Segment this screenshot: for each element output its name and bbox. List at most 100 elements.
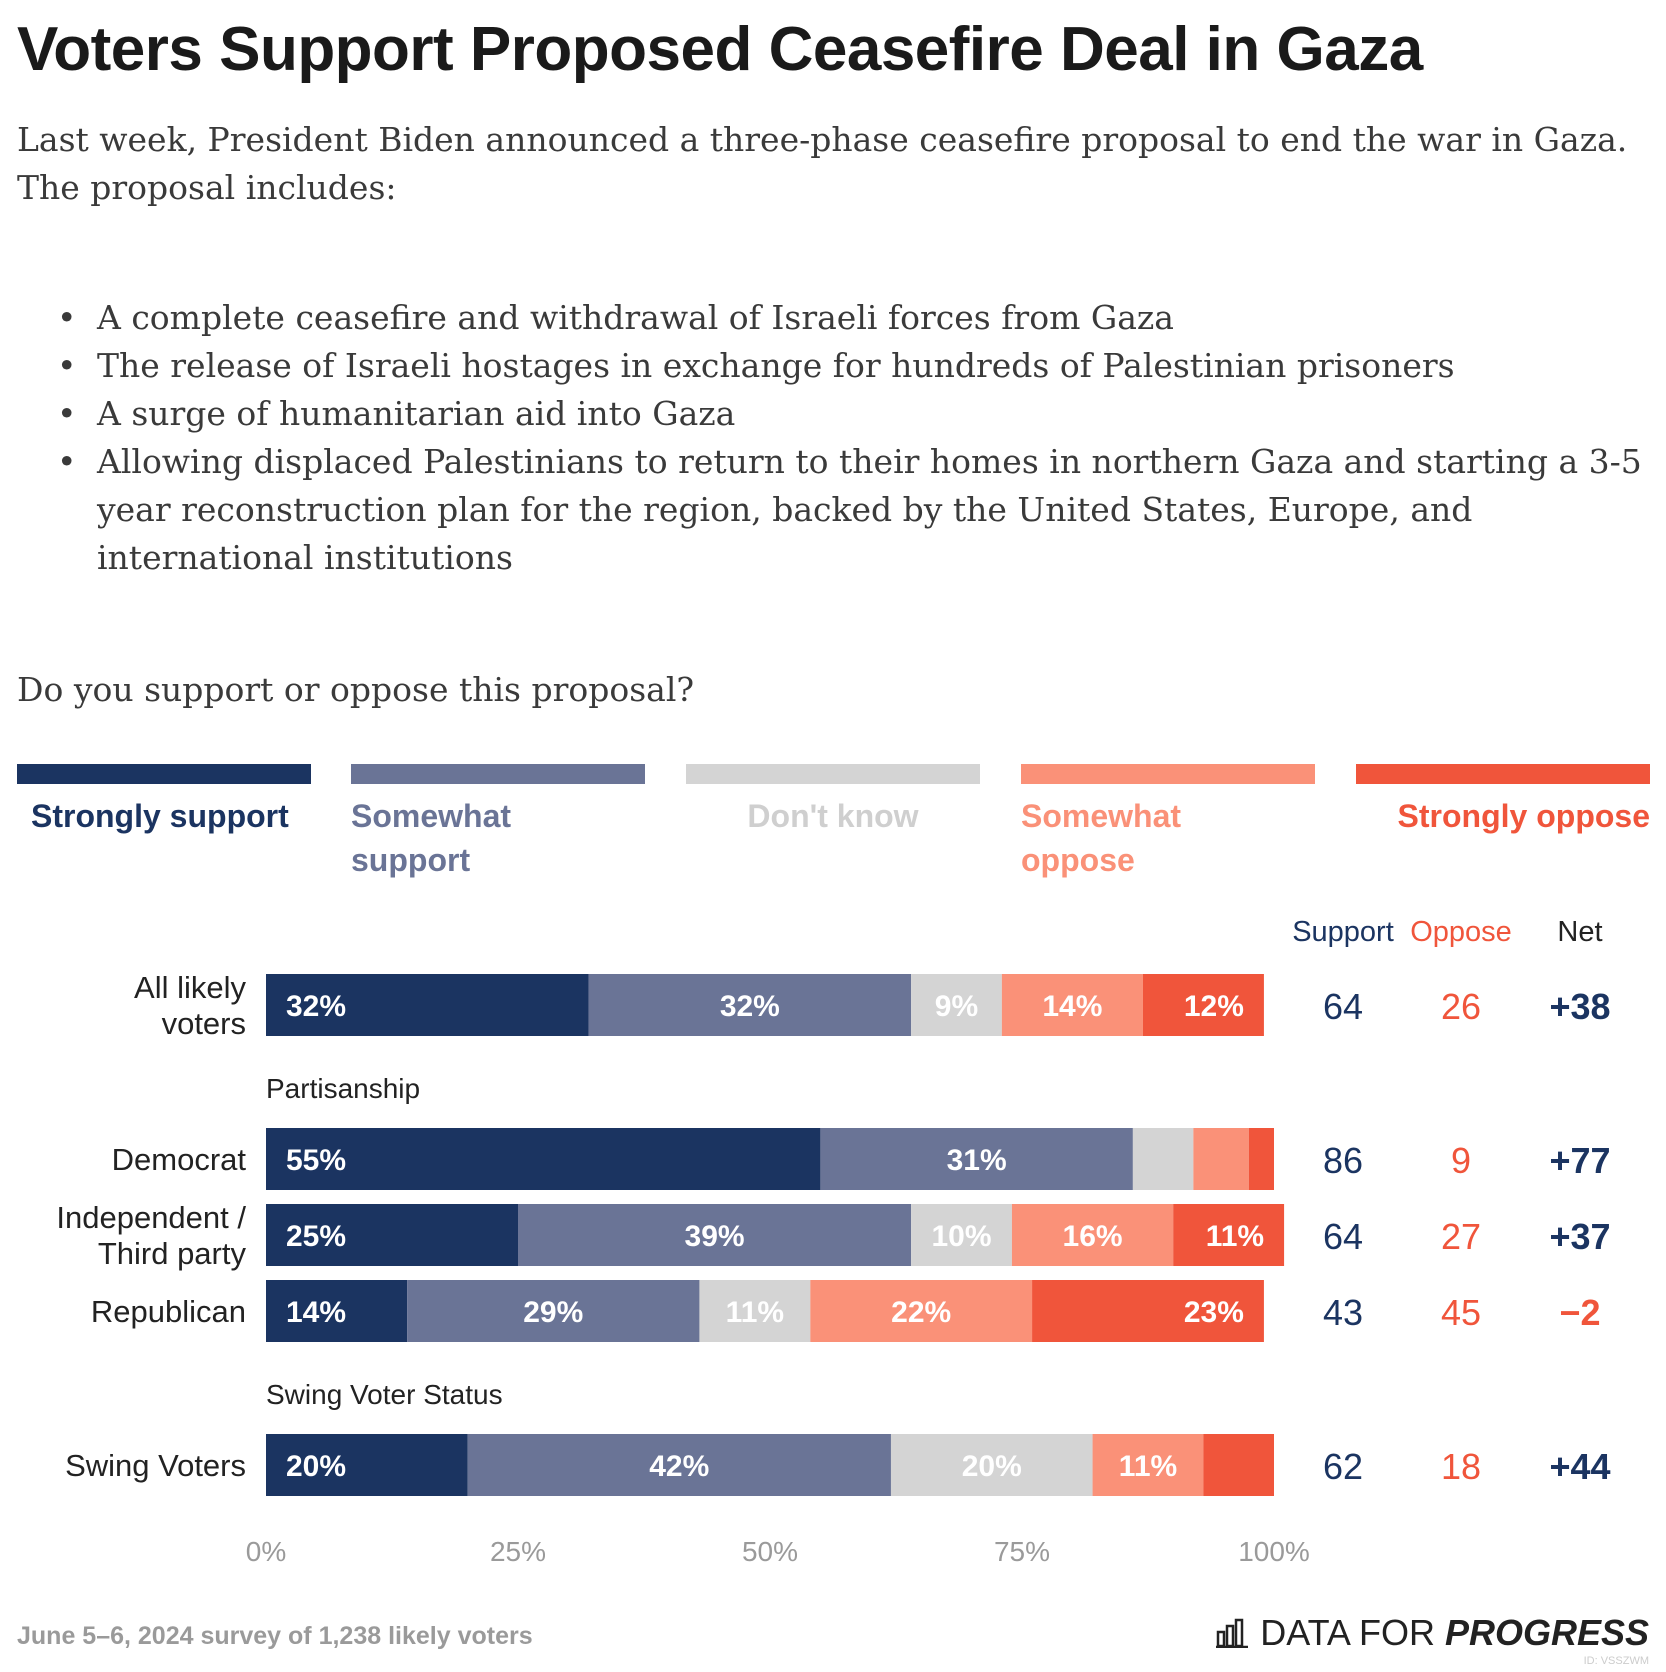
data-label: 20% — [962, 1450, 1022, 1483]
data-label: 11% — [1206, 1220, 1264, 1253]
bullet-icon: • — [57, 298, 77, 337]
bar-segment — [810, 1280, 1033, 1342]
oppose-value: 9 — [1451, 1140, 1471, 1181]
legend-item-strongly-oppose: Strongly oppose — [1356, 764, 1650, 838]
bar-segment — [1132, 1128, 1194, 1190]
row-label: All likely — [134, 970, 246, 1005]
bar-segment — [1248, 1128, 1274, 1190]
net-column-header: Net — [1557, 916, 1602, 948]
chart-title: Voters Support Proposed Ceasefire Deal i… — [17, 15, 1423, 84]
bar-segment — [1203, 1434, 1274, 1496]
chart-id: ID: VSSZWM — [1583, 1655, 1649, 1667]
legend-item-somewhat-support: Somewhat support — [351, 764, 645, 882]
row-label: Independent / — [56, 1200, 246, 1235]
proposal-item: • Allowing displaced Palestinians to retu… — [17, 438, 1657, 582]
net-value: +77 — [1549, 1140, 1610, 1181]
data-label: 55% — [286, 1144, 346, 1177]
legend-swatch — [1021, 764, 1315, 784]
support-value: 43 — [1323, 1292, 1363, 1333]
x-tick-label: 0% — [246, 1536, 286, 1567]
data-label: 31% — [947, 1144, 1007, 1177]
proposal-item: • A surge of humanitarian aid into Gaza — [17, 390, 1657, 438]
data-label: 20% — [286, 1450, 346, 1483]
data-label: 25% — [286, 1220, 346, 1253]
group-label: Swing Voter Status — [266, 1379, 503, 1410]
legend-label: Somewhat oppose — [1021, 798, 1182, 878]
support-value: 62 — [1323, 1446, 1363, 1487]
row-label: Swing Voters — [65, 1448, 246, 1483]
legend-item-dont-know: Don't know — [686, 764, 980, 838]
net-value: +37 — [1549, 1216, 1610, 1257]
bar-segment — [266, 1434, 468, 1496]
x-tick-label: 25% — [490, 1536, 546, 1567]
oppose-value: 45 — [1441, 1292, 1481, 1333]
data-label: 32% — [286, 990, 346, 1023]
support-value: 86 — [1323, 1140, 1363, 1181]
intro-text: Last week, President Biden announced a t… — [17, 120, 1628, 207]
row-label: voters — [162, 1006, 246, 1041]
data-label: 42% — [649, 1450, 709, 1483]
row-label: Third party — [98, 1236, 247, 1271]
brand-logo: DATA FOR PROGRESS — [1216, 1612, 1649, 1654]
bullet-icon: • — [57, 346, 77, 385]
support-value: 64 — [1323, 986, 1363, 1027]
oppose-value: 27 — [1441, 1216, 1481, 1257]
bar-segment — [820, 1128, 1133, 1190]
row-label: Republican — [91, 1294, 246, 1329]
brand-bold: PROGRESS — [1444, 1612, 1649, 1653]
bar-segment — [1092, 1434, 1204, 1496]
bar-segment — [266, 974, 589, 1036]
bar-segment — [518, 1204, 912, 1266]
net-value: −2 — [1559, 1292, 1600, 1333]
legend-swatch — [351, 764, 645, 784]
bar-segment — [1001, 974, 1143, 1036]
support-value: 64 — [1323, 1216, 1363, 1257]
x-tick-label: 100% — [1238, 1536, 1310, 1567]
data-label: 10% — [931, 1220, 991, 1253]
bar-segment — [266, 1128, 821, 1190]
legend-label: Strongly oppose — [1397, 798, 1650, 834]
legend-swatch — [17, 764, 311, 784]
data-label: 23% — [1184, 1296, 1244, 1329]
legend-swatch — [686, 764, 980, 784]
oppose-value: 18 — [1441, 1446, 1481, 1487]
bar-segment — [911, 1204, 1012, 1266]
oppose-column-header: Oppose — [1410, 916, 1512, 948]
brand-prefix: DATA FOR — [1260, 1612, 1445, 1653]
data-label: 39% — [685, 1220, 745, 1253]
proposal-item-text: A complete ceasefire and withdrawal of I… — [97, 298, 1174, 337]
proposal-list: • A complete ceasefire and withdrawal of … — [17, 294, 1657, 582]
bar-segment — [1193, 1128, 1249, 1190]
bar-segment — [588, 974, 912, 1036]
bar-segment — [407, 1280, 700, 1342]
bar-segment — [1142, 974, 1264, 1036]
data-label: 16% — [1063, 1220, 1123, 1253]
data-label: 12% — [1184, 990, 1244, 1023]
x-tick-label: 75% — [994, 1536, 1050, 1567]
bullet-icon: • — [57, 394, 77, 433]
group-label: Partisanship — [266, 1073, 420, 1104]
row-label: Democrat — [112, 1142, 247, 1177]
proposal-item: • The release of Israeli hostages in exch… — [17, 342, 1657, 390]
data-label: 9% — [935, 990, 978, 1023]
proposal-item-text: A surge of humanitarian aid into Gaza — [97, 394, 736, 433]
survey-question: Do you support or oppose this proposal? — [17, 670, 695, 709]
survey-note: June 5–6, 2024 survey of 1,238 likely vo… — [17, 1622, 533, 1650]
bar-segment — [266, 1204, 518, 1266]
net-value: +38 — [1549, 986, 1610, 1027]
x-tick-label: 50% — [742, 1536, 798, 1567]
data-label: 22% — [891, 1296, 951, 1329]
oppose-value: 26 — [1441, 986, 1481, 1027]
bullet-icon: • — [57, 442, 77, 481]
data-label: 29% — [523, 1296, 583, 1329]
proposal-item-text: The release of Israeli hostages in excha… — [97, 346, 1455, 385]
bar-segment — [911, 974, 1002, 1036]
proposal-item: • A complete ceasefire and withdrawal of … — [17, 294, 1657, 342]
bar-segment — [1011, 1204, 1174, 1266]
legend-item-strongly-support: Strongly support — [17, 764, 311, 838]
bar-segment — [1173, 1204, 1285, 1266]
legend-swatch — [1356, 764, 1650, 784]
bar-segment — [699, 1280, 811, 1342]
legend-label: Strongly support — [31, 798, 289, 834]
